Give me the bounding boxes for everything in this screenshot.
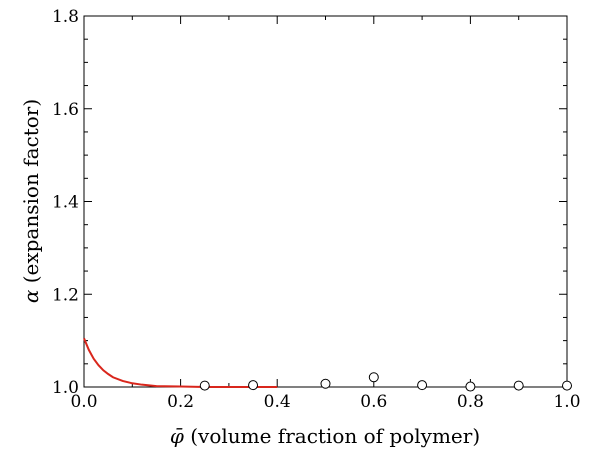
y-tick-label: 1.6 <box>52 100 79 120</box>
x-tick-label: 0.6 <box>360 392 387 412</box>
x-tick-label: 0.4 <box>264 392 291 412</box>
y-axis-symbol: α <box>19 289 43 303</box>
x-tick-label: 1.0 <box>553 392 580 412</box>
y-axis-text: (expansion factor) <box>19 99 43 290</box>
x-axis-label: φ̄ (volume fraction of polymer) <box>170 424 480 448</box>
data-point <box>368 372 379 383</box>
data-point <box>417 380 428 391</box>
x-tick-label: 0.0 <box>70 392 97 412</box>
plot-frame <box>83 15 568 388</box>
axis-ticks <box>83 15 568 388</box>
y-tick-label: 1.8 <box>52 7 79 27</box>
data-point <box>562 380 572 391</box>
y-tick-label: 1.4 <box>52 193 79 213</box>
x-axis-symbol: φ̄ <box>170 424 184 448</box>
y-tick-label: 1.2 <box>52 285 79 305</box>
x-tick-label: 0.2 <box>167 392 194 412</box>
x-axis-text: (volume fraction of polymer) <box>184 424 480 448</box>
data-point <box>199 380 210 391</box>
fit-curve <box>83 337 278 388</box>
tick-labels: 0.0 0.2 0.4 0.6 0.8 1.0 1.0 1.2 1.4 1.6 1.8 <box>52 7 581 412</box>
series-layer <box>83 337 572 392</box>
data-point <box>248 380 259 391</box>
data-point <box>320 378 331 389</box>
y-tick-label: 1.0 <box>52 378 79 398</box>
x-tick-label: 0.8 <box>457 392 484 412</box>
data-point <box>465 381 476 392</box>
y-axis-label: α (expansion factor) <box>19 99 43 303</box>
data-point <box>513 380 524 391</box>
